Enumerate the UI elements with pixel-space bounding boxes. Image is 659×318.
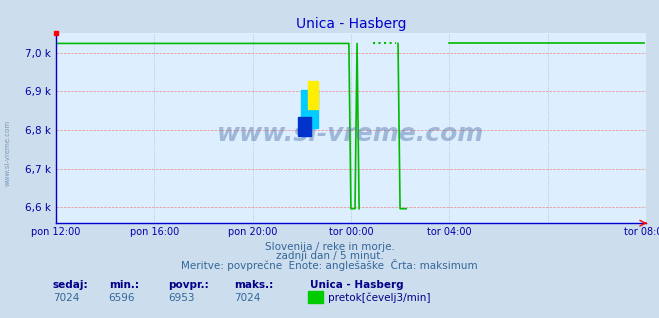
Text: min.:: min.:: [109, 280, 139, 290]
Text: www.si-vreme.com: www.si-vreme.com: [5, 120, 11, 186]
Text: 7024: 7024: [53, 293, 79, 302]
Text: sedaj:: sedaj:: [53, 280, 88, 290]
FancyBboxPatch shape: [308, 81, 318, 109]
Text: Meritve: povprečne  Enote: anglešaške  Črta: maksimum: Meritve: povprečne Enote: anglešaške Črt…: [181, 259, 478, 271]
Text: pretok[čevelj3/min]: pretok[čevelj3/min]: [328, 292, 430, 302]
Text: 7024: 7024: [234, 293, 260, 302]
Text: zadnji dan / 5 minut.: zadnji dan / 5 minut.: [275, 251, 384, 261]
Text: Unica - Hasberg: Unica - Hasberg: [310, 280, 403, 290]
FancyBboxPatch shape: [298, 117, 311, 135]
Text: 6953: 6953: [168, 293, 194, 302]
Title: Unica - Hasberg: Unica - Hasberg: [296, 17, 406, 31]
Text: povpr.:: povpr.:: [168, 280, 209, 290]
Text: 6596: 6596: [109, 293, 135, 302]
Text: www.si-vreme.com: www.si-vreme.com: [217, 122, 484, 146]
Text: maks.:: maks.:: [234, 280, 273, 290]
Text: Slovenija / reke in morje.: Slovenija / reke in morje.: [264, 242, 395, 252]
FancyBboxPatch shape: [301, 90, 318, 128]
